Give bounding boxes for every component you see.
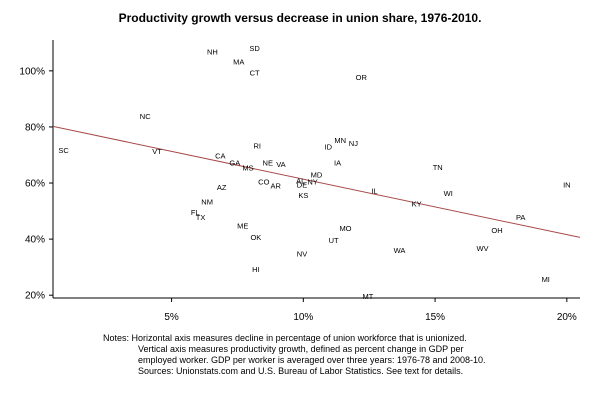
data-point-label: MA bbox=[233, 58, 244, 67]
x-tick-label: 5% bbox=[164, 312, 179, 323]
data-point-label: AZ bbox=[217, 183, 227, 192]
y-tick-label: 80% bbox=[25, 122, 45, 133]
notes: Notes: Horizontal axis measures decline … bbox=[103, 333, 583, 377]
data-point-label: WV bbox=[476, 244, 488, 253]
data-point-label: CO bbox=[258, 177, 269, 186]
data-point-label: NJ bbox=[349, 139, 358, 148]
data-point-label: MI bbox=[542, 275, 550, 284]
data-point-label: VT bbox=[152, 147, 162, 156]
data-point-label: TN bbox=[433, 163, 443, 172]
y-tick-label: 40% bbox=[25, 235, 45, 246]
data-point-label: IA bbox=[334, 159, 341, 168]
trendline-group bbox=[52, 125, 581, 238]
data-point-label: WI bbox=[444, 189, 453, 198]
data-point-label: TX bbox=[196, 213, 206, 222]
trendline bbox=[52, 125, 581, 238]
x-tick-label: 20% bbox=[557, 312, 577, 323]
data-point-label: NM bbox=[201, 197, 213, 206]
data-point-label: NC bbox=[140, 112, 151, 121]
data-point-label: NY bbox=[307, 177, 317, 186]
data-point-label: AR bbox=[270, 181, 281, 190]
x-tick-label: 10% bbox=[293, 312, 313, 323]
y-tick-label: 100% bbox=[19, 66, 45, 77]
data-point-label: KS bbox=[298, 191, 308, 200]
data-point-label: NE bbox=[263, 159, 273, 168]
data-point-label: VA bbox=[276, 160, 285, 169]
data-point-label: AL bbox=[296, 176, 305, 185]
data-point-label: WA bbox=[394, 246, 406, 255]
notes-line-4: Sources: Unionstats.com and U.S. Bureau … bbox=[138, 366, 464, 376]
data-point-label: UT bbox=[329, 236, 339, 245]
data-point-label: FL bbox=[191, 208, 200, 217]
axes: 20% 40% 60% 80% 100% 5% 10% 15% 20% bbox=[19, 40, 580, 323]
notes-line-1: Notes: Horizontal axis measures decline … bbox=[103, 333, 467, 343]
data-point-label: DE bbox=[297, 181, 307, 190]
y-tick-label: 20% bbox=[25, 291, 45, 302]
data-point-label: MD bbox=[311, 170, 323, 179]
data-point-label: HI bbox=[252, 265, 260, 274]
notes-line-3: employed worker. GDP per worker is avera… bbox=[138, 355, 486, 365]
notes-line-2: Vertical axis measures productivity grow… bbox=[138, 344, 464, 354]
data-point-label: CA bbox=[215, 151, 225, 160]
data-point-label: KY bbox=[412, 199, 422, 208]
data-point-label: GA bbox=[229, 159, 240, 168]
data-point-label: OK bbox=[250, 233, 261, 242]
data-point-label: RI bbox=[253, 141, 261, 150]
data-point-label: IL bbox=[371, 187, 377, 196]
data-point-label: OR bbox=[356, 73, 368, 82]
data-point-label: IN bbox=[563, 180, 571, 189]
data-point-label: OH bbox=[491, 226, 502, 235]
data-point-label: NH bbox=[207, 47, 218, 56]
data-point-label: MO bbox=[339, 224, 351, 233]
data-point-label: SC bbox=[58, 146, 69, 155]
data-point-label: MN bbox=[334, 136, 346, 145]
data-point-label: CT bbox=[250, 69, 260, 78]
data-point-label: MT bbox=[362, 292, 373, 301]
data-point-label: PA bbox=[516, 213, 525, 222]
x-tick-label: 15% bbox=[425, 312, 445, 323]
data-point-label: ME bbox=[237, 222, 248, 231]
y-tick-label: 60% bbox=[25, 179, 45, 190]
data-point-label: MS bbox=[242, 163, 253, 172]
data-point-label: NV bbox=[297, 249, 307, 258]
data-point-label: ID bbox=[325, 142, 333, 151]
data-point-label: SD bbox=[249, 44, 260, 53]
chart-title: Productivity growth versus decrease in u… bbox=[118, 11, 482, 25]
